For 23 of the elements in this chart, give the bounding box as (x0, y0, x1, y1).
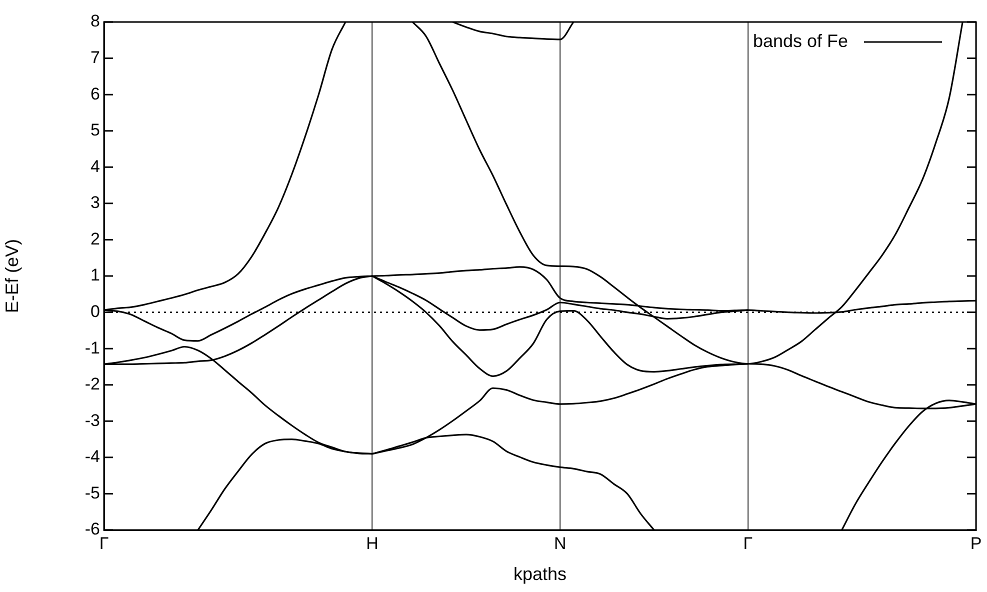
y-tick-label: 4 (90, 156, 100, 176)
y-tick-label: -6 (84, 520, 100, 539)
y-tick-label: 3 (90, 193, 100, 212)
x-axis-title: kpaths (513, 564, 567, 584)
y-tick-label: -3 (84, 410, 100, 430)
x-tick-label: H (366, 534, 378, 553)
y-tick-label: -1 (84, 338, 100, 358)
y-tick-label: 6 (90, 84, 100, 104)
x-tick-label: N (554, 534, 566, 553)
x-tick-label: Γ (743, 534, 753, 553)
x-tick-label: Γ (99, 534, 109, 553)
y-tick-label: 1 (90, 266, 100, 285)
y-tick-label: -2 (84, 374, 100, 394)
y-tick-label: 8 (90, 12, 100, 31)
y-tick-label: 2 (90, 229, 100, 248)
y-tick-label: 0 (90, 302, 100, 321)
x-tick-label: P (970, 534, 982, 553)
y-axis-title: E-Ef (eV) (2, 238, 22, 314)
y-tick-label: -5 (84, 483, 100, 502)
y-tick-label: 7 (90, 48, 100, 67)
legend-label: bands of Fe (752, 30, 848, 51)
y-tick-label: -4 (84, 447, 100, 466)
y-tick-label: 5 (90, 120, 100, 140)
